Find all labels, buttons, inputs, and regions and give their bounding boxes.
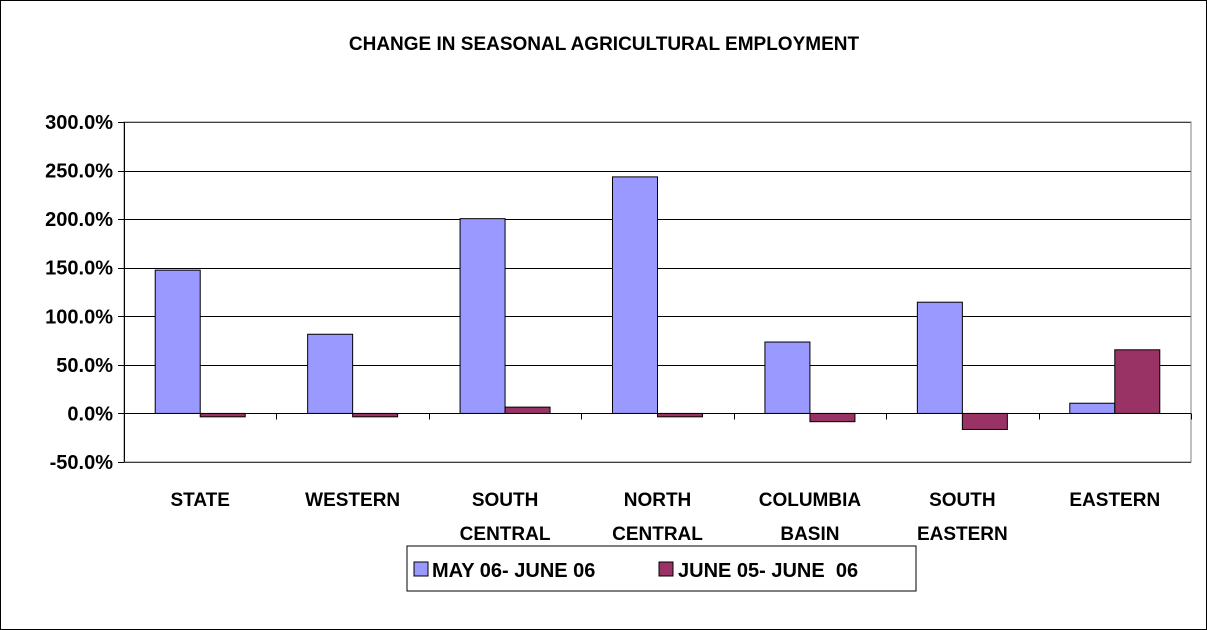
bar-series-0-cat-5 — [916, 301, 963, 414]
x-tick-label: SOUTH — [929, 490, 996, 511]
chart-title: CHANGE IN SEASONAL AGRICULTURAL EMPLOYME… — [349, 34, 860, 55]
bar-series-0-cat-1 — [307, 333, 354, 414]
bar-series-0-cat-2 — [459, 218, 506, 414]
x-tick-label: STATE — [170, 490, 229, 511]
legend-swatch-may-june — [413, 561, 429, 577]
y-tick-label: 50.0% — [56, 355, 113, 377]
x-tick-label: EASTERN — [917, 524, 1008, 545]
y-tick-label: 0.0% — [67, 403, 113, 425]
x-tick-labels: STATE WESTERN SOUTH CENTRAL NORTH CENTRAL COLU… — [170, 490, 1160, 545]
legend-swatch-june-june — [658, 561, 674, 577]
legend-label-june-june: JUNE 05- JUNE 06 — [678, 560, 858, 582]
x-tick-label: NORTH — [624, 490, 692, 511]
bar-series-0-cat-4 — [764, 341, 811, 414]
x-tick-label: CENTRAL — [460, 524, 551, 545]
bar-series-0-cat-6 — [1069, 402, 1116, 414]
x-tick-label: SOUTH — [472, 490, 539, 511]
y-tick-label: 250.0% — [45, 161, 113, 183]
x-tick-label: WESTERN — [305, 490, 400, 511]
bar-series-0-cat-3 — [612, 176, 658, 414]
legend-label-may-june: MAY 06- JUNE 06 — [432, 560, 595, 582]
x-tick-label: EASTERN — [1069, 490, 1160, 511]
bar-series-1-cat-5 — [961, 412, 1008, 430]
bars — [154, 176, 1161, 430]
y-tick-labels: 300.0% 250.0% 200.0% 150.0% 100.0% 50.0% 0.0% -… — [45, 112, 113, 474]
y-tick-label: 300.0% — [45, 112, 113, 134]
y-tick-label: -50.0% — [50, 452, 114, 474]
y-tick-label: 100.0% — [45, 306, 113, 328]
legend: MAY 06- JUNE 06 JUNE 05- JUNE 06 — [406, 545, 917, 592]
y-tick-label: 200.0% — [45, 209, 113, 231]
axes — [118, 122, 1192, 463]
bar-series-1-cat-4 — [809, 412, 856, 423]
x-tick-label: BASIN — [780, 524, 839, 545]
y-tick-label: 150.0% — [45, 258, 113, 280]
bar-series-1-cat-6 — [1114, 349, 1161, 414]
bar-series-0-cat-0 — [154, 269, 201, 414]
x-tick-label: CENTRAL — [612, 524, 703, 545]
bar-series-1-cat-2 — [504, 406, 551, 414]
x-tick-label: COLUMBIA — [759, 490, 862, 511]
